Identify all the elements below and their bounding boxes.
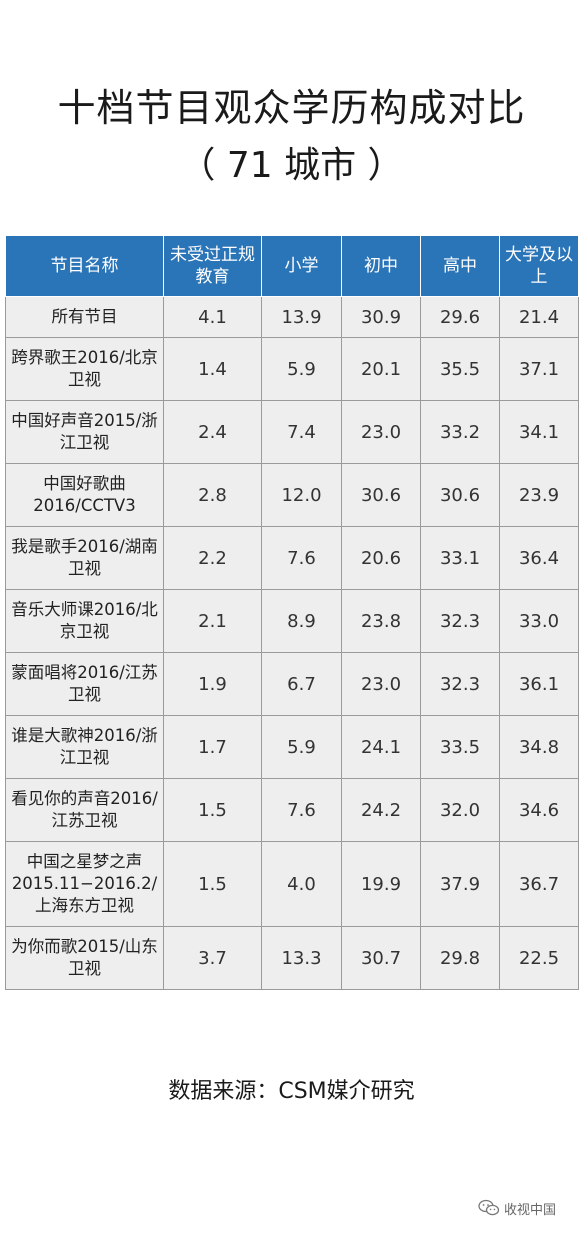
value-cell: 2.4 (163, 400, 262, 464)
header-cell: 大学及以上 (499, 235, 579, 297)
watermark-text: 收视中国 (504, 1202, 557, 1218)
value-cell: 32.0 (420, 778, 500, 842)
wechat-icon (478, 1199, 500, 1217)
program-name-cell: 中国好声音2015/浙江卫视 (5, 400, 164, 464)
value-cell: 24.2 (341, 778, 421, 842)
program-name-cell: 蒙面唱将2016/江苏卫视 (5, 652, 164, 716)
table-row: 跨界歌王2016/北京卫视 1.4 5.9 20.1 35.5 37.1 (5, 337, 579, 401)
value-cell: 1.5 (163, 778, 262, 842)
value-cell: 30.6 (420, 463, 500, 527)
header-cell: 小学 (261, 235, 342, 297)
table-row: 蒙面唱将2016/江苏卫视 1.9 6.7 23.0 32.3 36.1 (5, 652, 579, 716)
value-cell: 1.9 (163, 652, 262, 716)
value-cell: 7.6 (261, 526, 342, 590)
value-cell: 30.7 (341, 926, 421, 990)
header-cell: 未受过正规教育 (163, 235, 262, 297)
title-main: 十档节目观众学历构成对比 (57, 86, 526, 130)
value-cell: 20.1 (341, 337, 421, 401)
value-cell: 23.0 (341, 400, 421, 464)
value-cell: 5.9 (261, 715, 342, 779)
program-name-cell: 为你而歌2015/山东卫视 (5, 926, 164, 990)
value-cell: 20.6 (341, 526, 421, 590)
value-cell: 33.0 (499, 589, 579, 653)
table-body: 所有节目 4.1 13.9 30.9 29.6 21.4 跨界歌王2016/北京卫视 1.4 5… (5, 296, 579, 990)
value-cell: 23.9 (499, 463, 579, 527)
value-cell: 37.1 (499, 337, 579, 401)
value-cell: 1.7 (163, 715, 262, 779)
table-row: 谁是大歌神2016/浙江卫视 1.7 5.9 24.1 33.5 34.8 (5, 715, 579, 779)
title-subtitle: （ 71 城市 ） (179, 145, 404, 186)
value-cell: 13.3 (261, 926, 342, 990)
value-cell: 30.6 (341, 463, 421, 527)
value-cell: 2.2 (163, 526, 262, 590)
value-cell: 3.7 (163, 926, 262, 990)
table-row: 中国之星梦之声2015.11−2016.2/上海东方卫视 1.5 4.0 19.9 37… (5, 841, 579, 927)
program-name-cell: 跨界歌王2016/北京卫视 (5, 337, 164, 401)
value-cell: 33.1 (420, 526, 500, 590)
value-cell: 7.6 (261, 778, 342, 842)
value-cell: 7.4 (261, 400, 342, 464)
value-cell: 12.0 (261, 463, 342, 527)
chart-title: 十档节目观众学历构成对比 （ 71 城市 ） (0, 80, 583, 192)
value-cell: 30.9 (341, 296, 421, 338)
table-row: 看见你的声音2016/江苏卫视 1.5 7.6 24.2 32.0 34.6 (5, 778, 579, 842)
value-cell: 13.9 (261, 296, 342, 338)
value-cell: 23.8 (341, 589, 421, 653)
table-row: 音乐大师课2016/北京卫视 2.1 8.9 23.8 32.3 33.0 (5, 589, 579, 653)
program-name-cell: 所有节目 (5, 296, 164, 338)
value-cell: 19.9 (341, 841, 421, 927)
header-cell: 高中 (420, 235, 500, 297)
data-table: 节目名称 未受过正规教育 小学 初中 高中 大学及以上 所有节目 4.1 13.9 3… (5, 235, 579, 990)
program-name-cell: 中国好歌曲2016/CCTV3 (5, 463, 164, 527)
program-name-cell: 谁是大歌神2016/浙江卫视 (5, 715, 164, 779)
table-header-row: 节目名称 未受过正规教育 小学 初中 高中 大学及以上 (5, 235, 579, 297)
value-cell: 2.8 (163, 463, 262, 527)
value-cell: 36.4 (499, 526, 579, 590)
value-cell: 37.9 (420, 841, 500, 927)
table-row: 中国好歌曲2016/CCTV3 2.8 12.0 30.6 30.6 23.9 (5, 463, 579, 527)
value-cell: 21.4 (499, 296, 579, 338)
value-cell: 33.2 (420, 400, 500, 464)
header-cell: 初中 (341, 235, 421, 297)
value-cell: 32.3 (420, 589, 500, 653)
value-cell: 23.0 (341, 652, 421, 716)
watermark: 收视中国 (478, 1198, 556, 1218)
value-cell: 8.9 (261, 589, 342, 653)
program-name-cell: 中国之星梦之声2015.11−2016.2/上海东方卫视 (5, 841, 164, 927)
value-cell: 4.0 (261, 841, 342, 927)
value-cell: 36.1 (499, 652, 579, 716)
value-cell: 6.7 (261, 652, 342, 716)
program-name-cell: 我是歌手2016/湖南卫视 (5, 526, 164, 590)
data-source: 数据来源：CSM媒介研究 (168, 1079, 415, 1104)
table-row: 所有节目 4.1 13.9 30.9 29.6 21.4 (5, 296, 579, 338)
data-table-container: 节目名称 未受过正规教育 小学 初中 高中 大学及以上 所有节目 4.1 13.9 3… (5, 235, 579, 990)
value-cell: 34.1 (499, 400, 579, 464)
value-cell: 1.5 (163, 841, 262, 927)
value-cell: 1.4 (163, 337, 262, 401)
value-cell: 32.3 (420, 652, 500, 716)
value-cell: 22.5 (499, 926, 579, 990)
table-row: 中国好声音2015/浙江卫视 2.4 7.4 23.0 33.2 34.1 (5, 400, 579, 464)
header-cell: 节目名称 (5, 235, 164, 297)
value-cell: 33.5 (420, 715, 500, 779)
value-cell: 29.8 (420, 926, 500, 990)
value-cell: 35.5 (420, 337, 500, 401)
value-cell: 4.1 (163, 296, 262, 338)
value-cell: 29.6 (420, 296, 500, 338)
table-row: 我是歌手2016/湖南卫视 2.2 7.6 20.6 33.1 36.4 (5, 526, 579, 590)
value-cell: 34.8 (499, 715, 579, 779)
value-cell: 2.1 (163, 589, 262, 653)
value-cell: 34.6 (499, 778, 579, 842)
table-row: 为你而歌2015/山东卫视 3.7 13.3 30.7 29.8 22.5 (5, 926, 579, 990)
value-cell: 5.9 (261, 337, 342, 401)
program-name-cell: 看见你的声音2016/江苏卫视 (5, 778, 164, 842)
program-name-cell: 音乐大师课2016/北京卫视 (5, 589, 164, 653)
value-cell: 36.7 (499, 841, 579, 927)
value-cell: 24.1 (341, 715, 421, 779)
